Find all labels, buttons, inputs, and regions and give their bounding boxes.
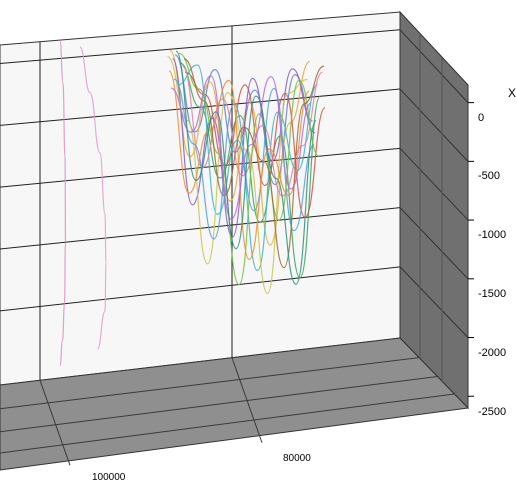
side-gridline <box>399 29 469 103</box>
grid-lines <box>0 25 469 382</box>
floor-gridline <box>0 393 455 454</box>
y-tick-label: -2000 <box>478 347 506 359</box>
series-line <box>170 75 312 220</box>
floor-gridline <box>0 357 420 410</box>
floor-gridline <box>39 380 71 466</box>
series-line <box>175 50 317 285</box>
floor-gridline <box>231 357 263 443</box>
axis-label-x: X <box>508 86 516 100</box>
series-line <box>178 52 320 286</box>
side-gridline <box>399 88 469 162</box>
series-line <box>171 58 313 238</box>
horizontal-gridline <box>0 147 401 188</box>
side-gridline <box>399 207 469 280</box>
horizontal-gridline <box>0 29 401 65</box>
floor-grid <box>0 357 455 466</box>
y-tick-label: -1500 <box>478 288 506 300</box>
series-line <box>173 78 315 240</box>
floor-gridline <box>0 376 438 433</box>
floor <box>0 337 470 471</box>
series-line <box>79 46 107 350</box>
side-gridline <box>399 266 469 338</box>
tick-layer: 0 -500 -1000 -1500 -2000 -2500 X 100000 … <box>92 86 516 483</box>
y-tick-label: -500 <box>478 170 500 182</box>
x-tick-label: 80000 <box>283 453 311 464</box>
x-tick-label: 100000 <box>92 472 126 481</box>
y-tick-label: 0 <box>478 112 484 124</box>
series-layer <box>59 39 326 367</box>
series-line <box>59 39 68 367</box>
series-line <box>167 56 308 295</box>
side-gridline <box>399 147 469 221</box>
horizontal-gridline <box>0 266 401 312</box>
y-tick-label: -1000 <box>478 229 506 241</box>
y-tick-label: -2500 <box>478 406 506 418</box>
